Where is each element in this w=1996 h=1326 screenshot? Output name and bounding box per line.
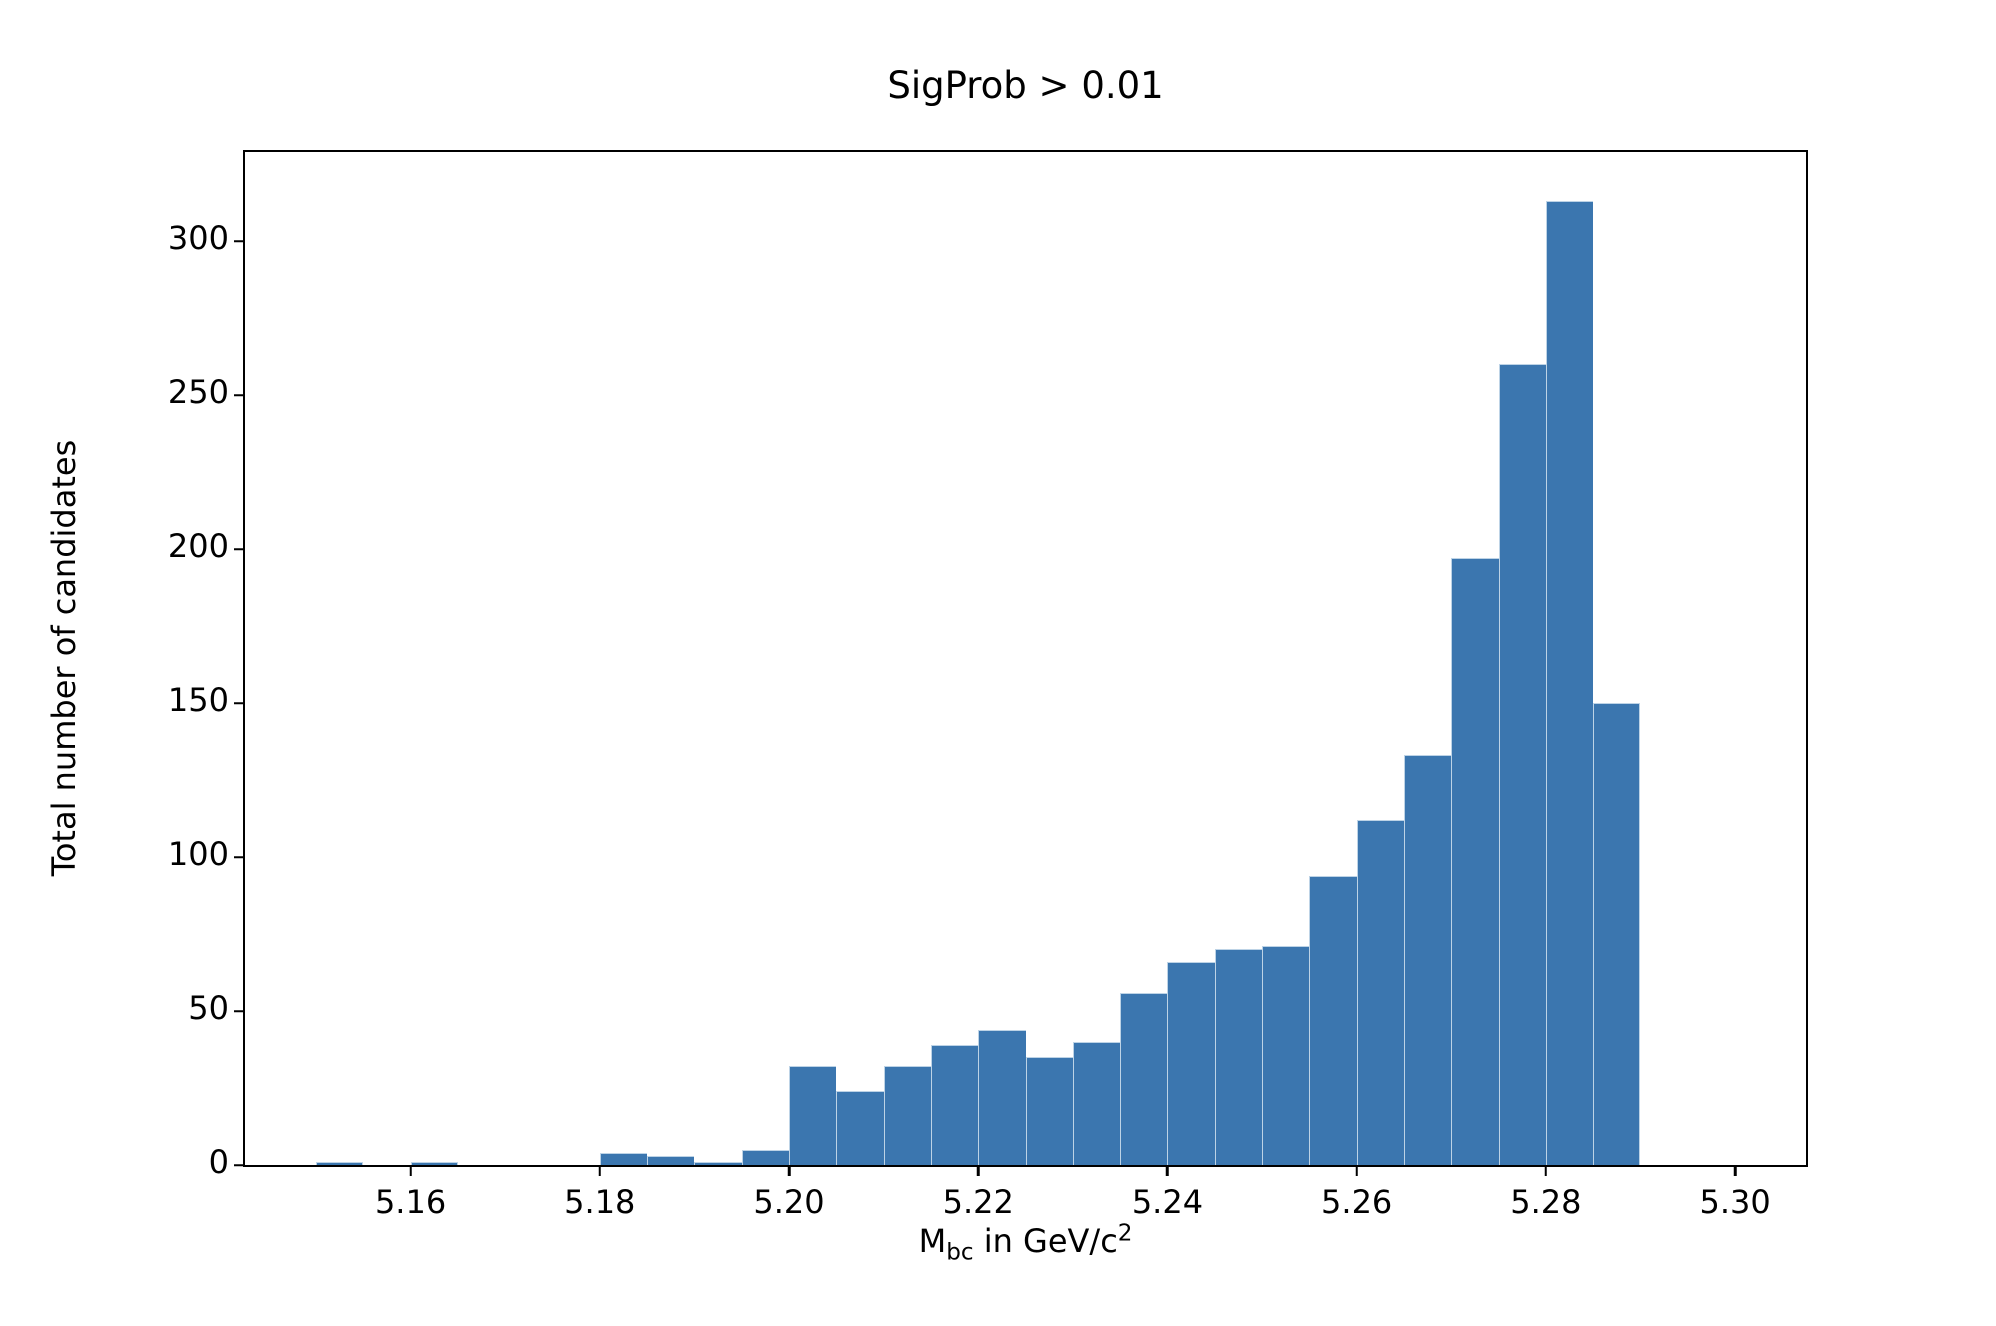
histogram-bar	[1262, 946, 1310, 1165]
xlabel-subscript: bc	[946, 1239, 974, 1266]
x-tick-label: 5.16	[374, 1183, 447, 1221]
y-tick-mark	[234, 240, 245, 243]
histogram-bar	[741, 1149, 789, 1165]
histogram-bar	[1593, 703, 1641, 1165]
y-tick-mark	[234, 1009, 245, 1013]
histogram-bar	[1403, 755, 1452, 1165]
histogram-bars	[245, 152, 1806, 1165]
x-tick-mark	[1355, 1165, 1358, 1176]
histogram-bar	[694, 1161, 742, 1165]
x-tick-label: 5.30	[1699, 1183, 1771, 1221]
y-tick-mark	[234, 547, 245, 551]
histogram-bar	[1214, 949, 1263, 1165]
y-tick-label: 200	[167, 527, 229, 566]
y-tick-mark	[234, 701, 245, 705]
histogram-bar	[1451, 558, 1499, 1165]
x-tick-label: 5.18	[564, 1183, 636, 1221]
histogram-bar	[789, 1066, 837, 1165]
histogram-bar	[1072, 1041, 1121, 1165]
x-tick-label: 5.24	[1131, 1183, 1204, 1221]
x-tick-mark	[787, 1165, 791, 1176]
histogram-bar	[930, 1044, 979, 1165]
histogram-bar	[1167, 961, 1215, 1165]
y-axis-label: Total number of candidates	[45, 440, 83, 877]
chart-title: SigProb > 0.01	[887, 64, 1164, 107]
x-tick-mark	[409, 1165, 412, 1176]
x-tick-mark	[1544, 1165, 1548, 1176]
y-tick-label: 100	[167, 835, 229, 874]
histogram-bar	[647, 1155, 695, 1165]
x-tick-label: 5.26	[1321, 1183, 1393, 1221]
histogram-bar	[1025, 1057, 1073, 1165]
plot-area: 5.16 5.18 5.20 5.22 5.24 5.26 5.28 5.30 0 50 100 1…	[168, 149, 1809, 1221]
xlabel-middle: in GeV/c	[973, 1222, 1118, 1260]
y-tick-mark	[234, 855, 245, 859]
y-tick-label: 300	[167, 219, 229, 258]
x-tick-mark	[1733, 1165, 1737, 1176]
histogram-bar	[978, 1029, 1026, 1165]
x-tick-label: 5.28	[1510, 1183, 1582, 1221]
x-tick-mark	[598, 1165, 602, 1176]
histogram-bar	[599, 1152, 648, 1165]
x-tick-label: 5.22	[942, 1183, 1014, 1221]
y-tick-label: 50	[188, 989, 229, 1028]
y-tick-mark	[234, 393, 245, 397]
histogram-bar	[1545, 201, 1594, 1165]
x-tick-label: 5.20	[753, 1183, 825, 1221]
y-tick-label: 250	[167, 373, 229, 412]
histogram-bar	[1498, 364, 1546, 1165]
y-tick-label: 0	[208, 1142, 229, 1181]
xlabel-superscript: 2	[1117, 1220, 1133, 1247]
x-tick-mark	[1166, 1165, 1169, 1176]
y-tick-label: 150	[167, 681, 229, 720]
histogram-bar	[883, 1066, 931, 1165]
histogram-bar	[1309, 875, 1357, 1165]
x-tick-mark	[976, 1165, 980, 1176]
histogram-bar	[836, 1091, 884, 1165]
histogram-bar	[1120, 992, 1168, 1165]
x-axis-label: Mbc in GeV/c2	[243, 1220, 1808, 1264]
histogram-bar	[1356, 820, 1404, 1165]
y-tick-mark	[234, 1163, 245, 1167]
histogram-bar	[410, 1161, 458, 1165]
histogram-bar	[315, 1161, 364, 1165]
xlabel-base: M	[918, 1222, 947, 1260]
